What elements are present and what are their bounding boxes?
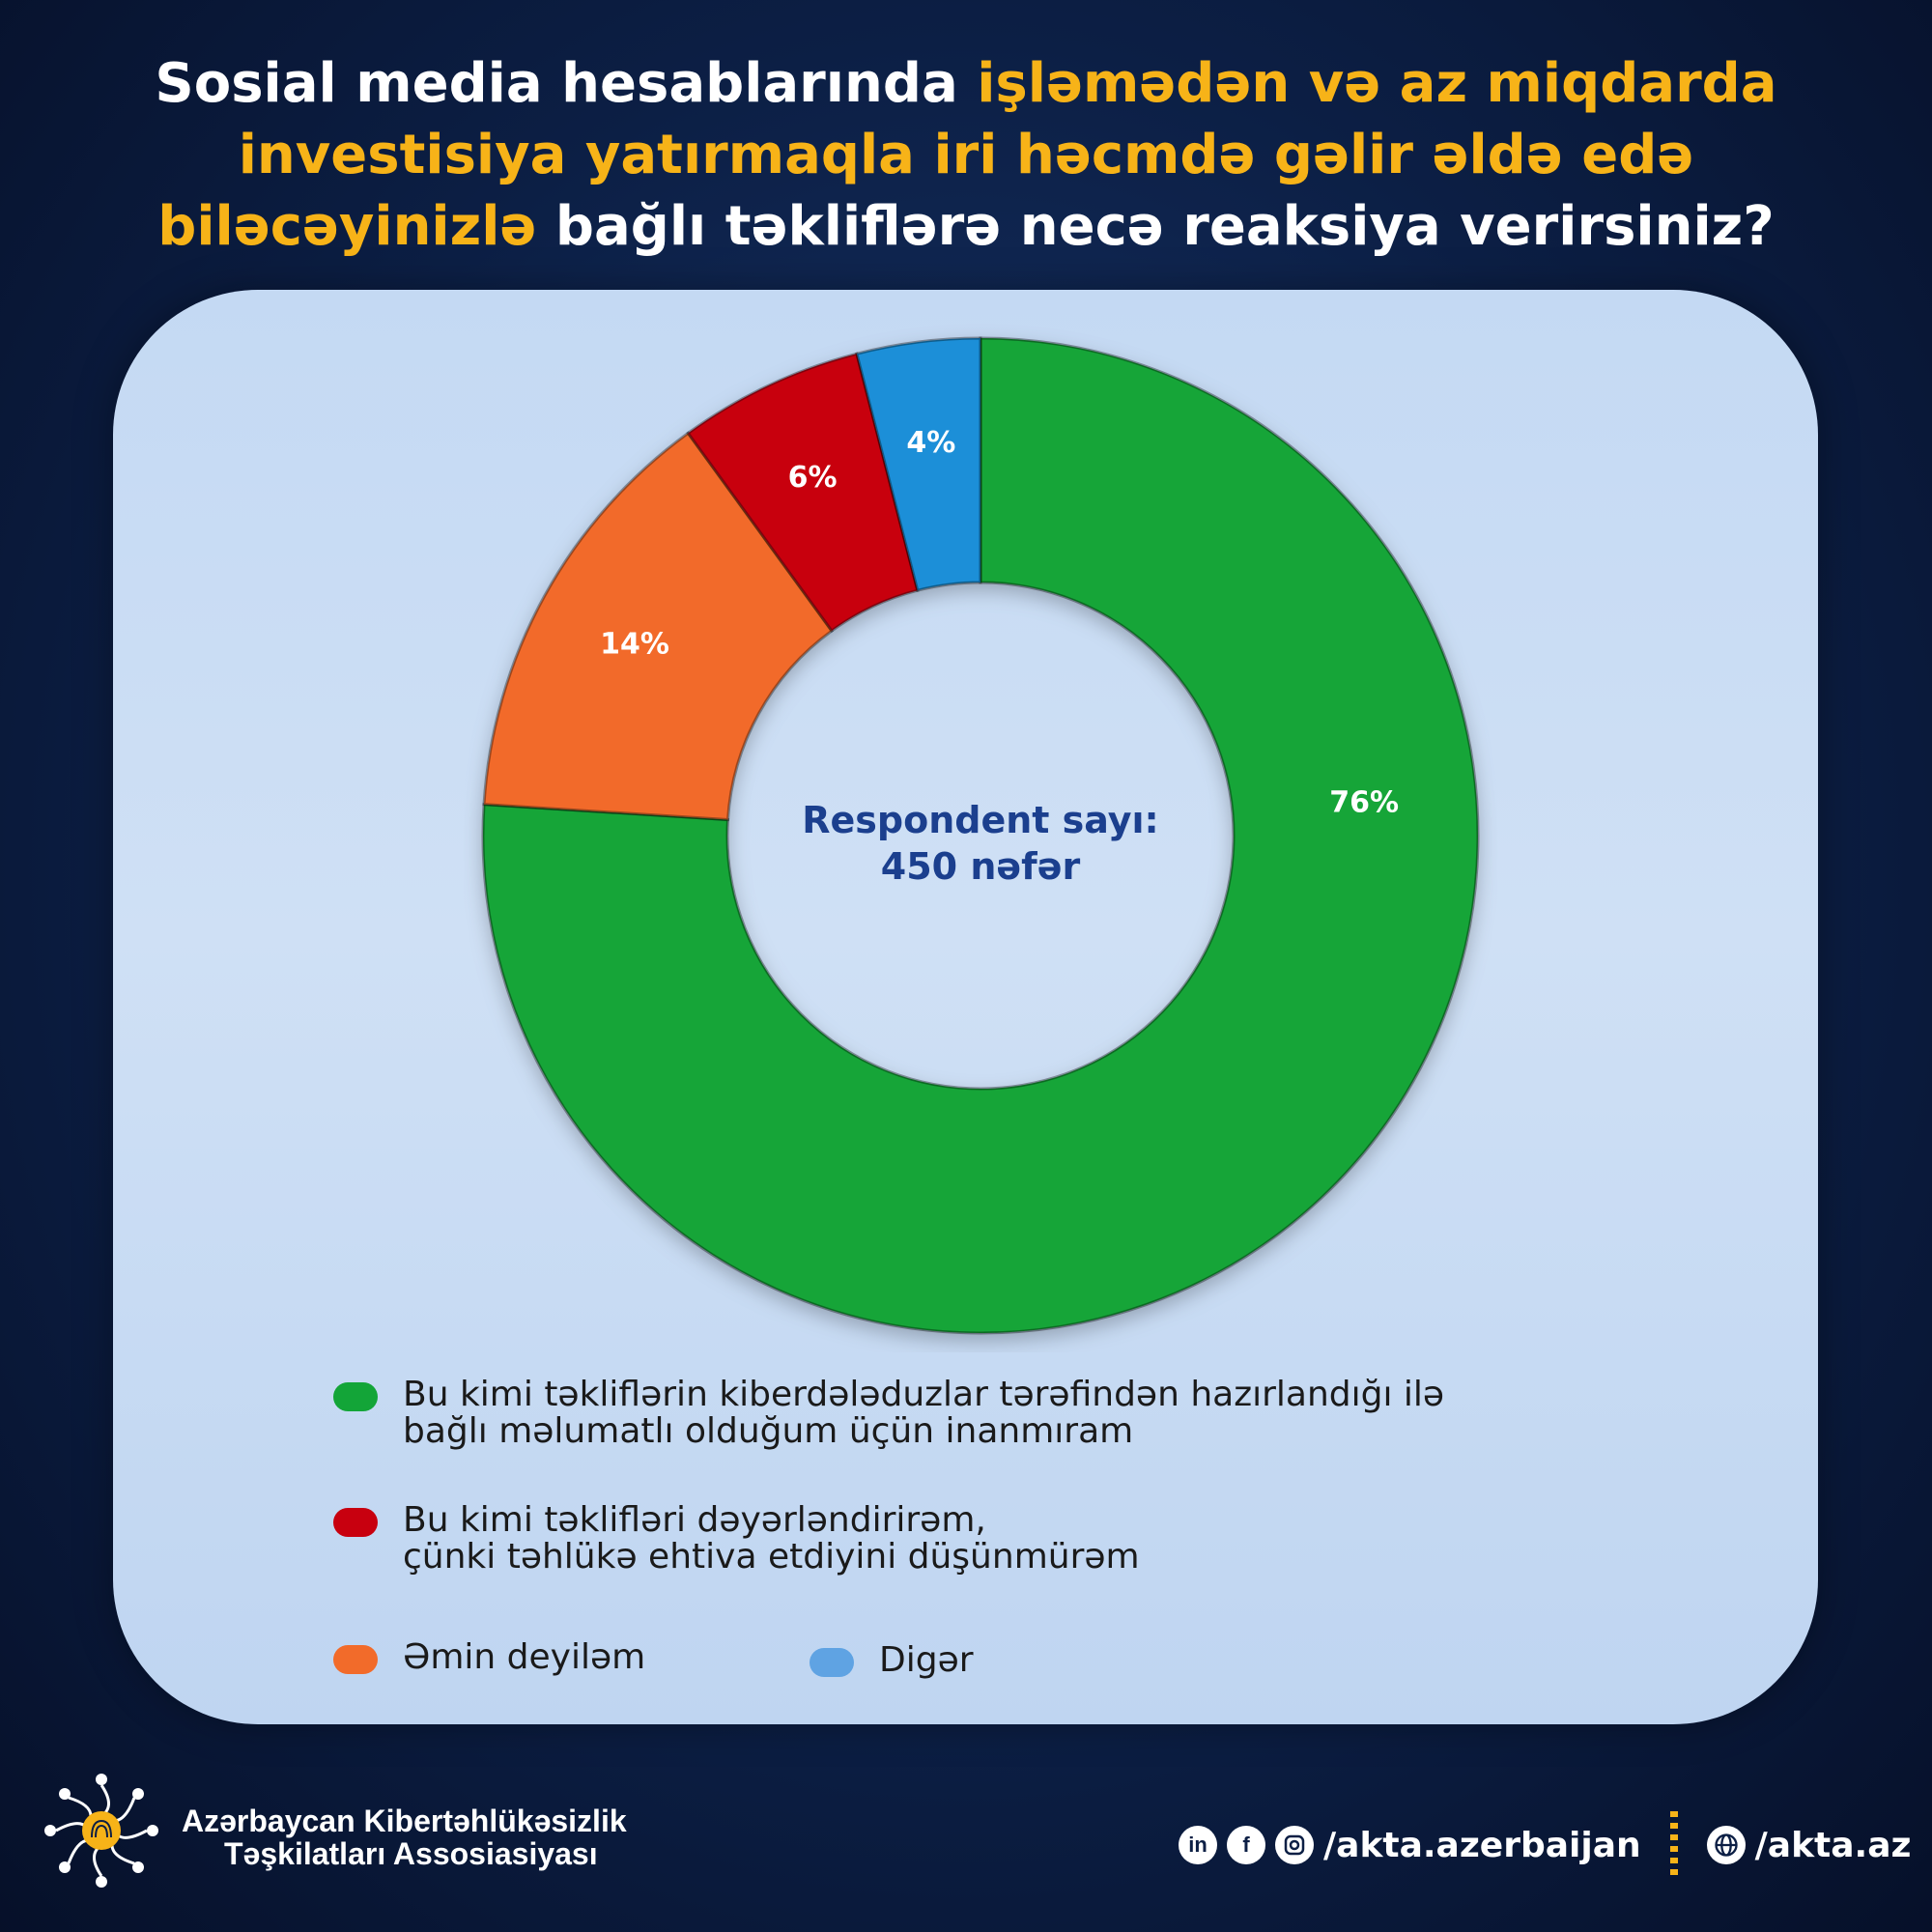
footer: Azərbaycan Kibertəhlükəsizlik Təşkilatla… xyxy=(0,1739,1932,1932)
social-links: in f /akta.azerbaijan /akta.az xyxy=(1179,1811,1911,1879)
instagram-icon[interactable] xyxy=(1275,1826,1314,1864)
globe-icon[interactable] xyxy=(1706,1826,1746,1864)
legend-label-line1: Bu kimi təkliflərin kiberdələduzlar tərə… xyxy=(403,1375,1445,1414)
legend-dot-orange xyxy=(333,1645,378,1674)
legend-label: Digər xyxy=(879,1640,974,1680)
legend-label: Əmin deyiləm xyxy=(403,1637,646,1677)
respondent-value: 450 nəfər xyxy=(880,845,1081,888)
donut-slice xyxy=(482,431,835,822)
social-handle[interactable]: /akta.azerbaijan xyxy=(1323,1825,1641,1865)
org-name-line2: Təşkilatları Assosiasiyası xyxy=(224,1836,598,1871)
respondent-label: Respondent sayı: xyxy=(802,799,1159,841)
legend-dot-red xyxy=(333,1508,378,1537)
donut-slice xyxy=(855,336,982,593)
akta-logo-icon xyxy=(44,1774,158,1888)
donut-slice xyxy=(481,336,1480,1335)
chart-title: Sosial media hesablarında işləmədən və a… xyxy=(58,48,1874,263)
legend-item-evaluate: Bu kimi təklifləri dəyərləndirirəm, çünk… xyxy=(333,1502,1140,1576)
legend-label-line1: Bu kimi təklifləri dəyərləndirirəm, xyxy=(403,1500,986,1540)
title-part-white-end: bağlı təkliflərə necə reaksiya verirsini… xyxy=(536,195,1775,258)
slice-label: 6% xyxy=(788,461,838,495)
legend-label-line2: bağlı məlumatlı olduğum üçün inanmıram xyxy=(403,1411,1134,1451)
organization-name: Azərbaycan Kibertəhlükəsizlik Təşkilatla… xyxy=(182,1804,627,1870)
dotted-separator xyxy=(1669,1811,1678,1879)
legend-item-not-sure: Əmin deyiləm xyxy=(333,1639,645,1676)
org-name-line1: Azərbaycan Kibertəhlükəsizlik xyxy=(182,1804,627,1838)
title-part-highlight: işləmədən və az miqdarda investisiya yat… xyxy=(157,52,1777,258)
respondent-count: Respondent sayı: 450 nəfər xyxy=(773,797,1188,890)
title-part-white: Sosial media hesablarında xyxy=(155,52,978,115)
legend-label-line2: çünki təhlükə ehtiva etdiyini düşünmürəm xyxy=(403,1537,1140,1577)
slice-label: 76% xyxy=(1329,785,1399,819)
legend-item-do-not-believe: Bu kimi təkliflərin kiberdələduzlar tərə… xyxy=(333,1377,1444,1450)
website-link[interactable]: /akta.az xyxy=(1754,1825,1912,1865)
linkedin-icon[interactable]: in xyxy=(1179,1826,1217,1864)
facebook-icon[interactable]: f xyxy=(1227,1826,1265,1864)
legend-dot-blue xyxy=(810,1648,854,1677)
slice-label: 4% xyxy=(906,426,955,460)
legend-dot-green xyxy=(333,1382,378,1411)
slice-label: 14% xyxy=(600,628,669,662)
donut-chart: 76% 14% 6% 4% xyxy=(481,336,1480,1335)
legend-item-other: Digər xyxy=(810,1642,974,1679)
